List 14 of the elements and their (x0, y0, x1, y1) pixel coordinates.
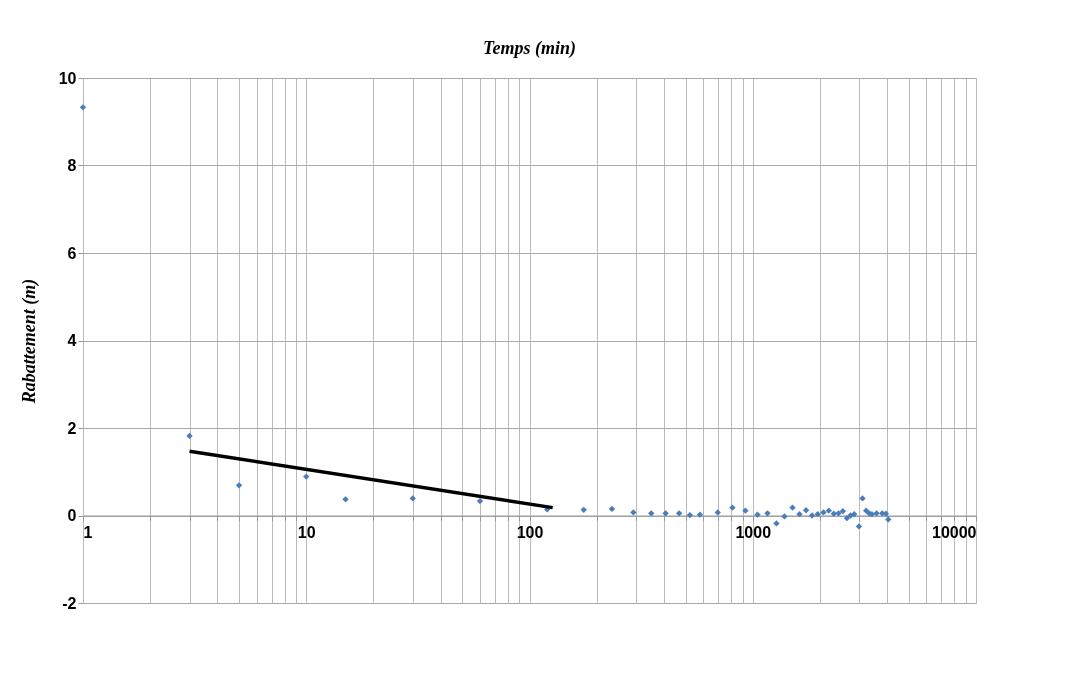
x-axis-title: Temps (min) (483, 38, 576, 59)
x-tick-label: 1 (83, 524, 93, 541)
x-tick-label: 100 (516, 524, 544, 541)
y-tick-label: 2 (67, 419, 77, 437)
x-tick-label: 1000 (735, 524, 772, 541)
y-tick-label: 0 (67, 507, 77, 524)
y-tick-label: -2 (62, 594, 77, 612)
x-tick-label: 10000 (932, 524, 977, 541)
y-axis-title: Rabattement (m) (18, 278, 40, 405)
y-tick-label: 4 (67, 332, 77, 349)
y-tick-label: 6 (67, 244, 77, 262)
x-tick-label: 10 (297, 524, 316, 541)
y-tick-label: 10 (58, 69, 77, 87)
y-tick-label: 8 (67, 157, 77, 174)
